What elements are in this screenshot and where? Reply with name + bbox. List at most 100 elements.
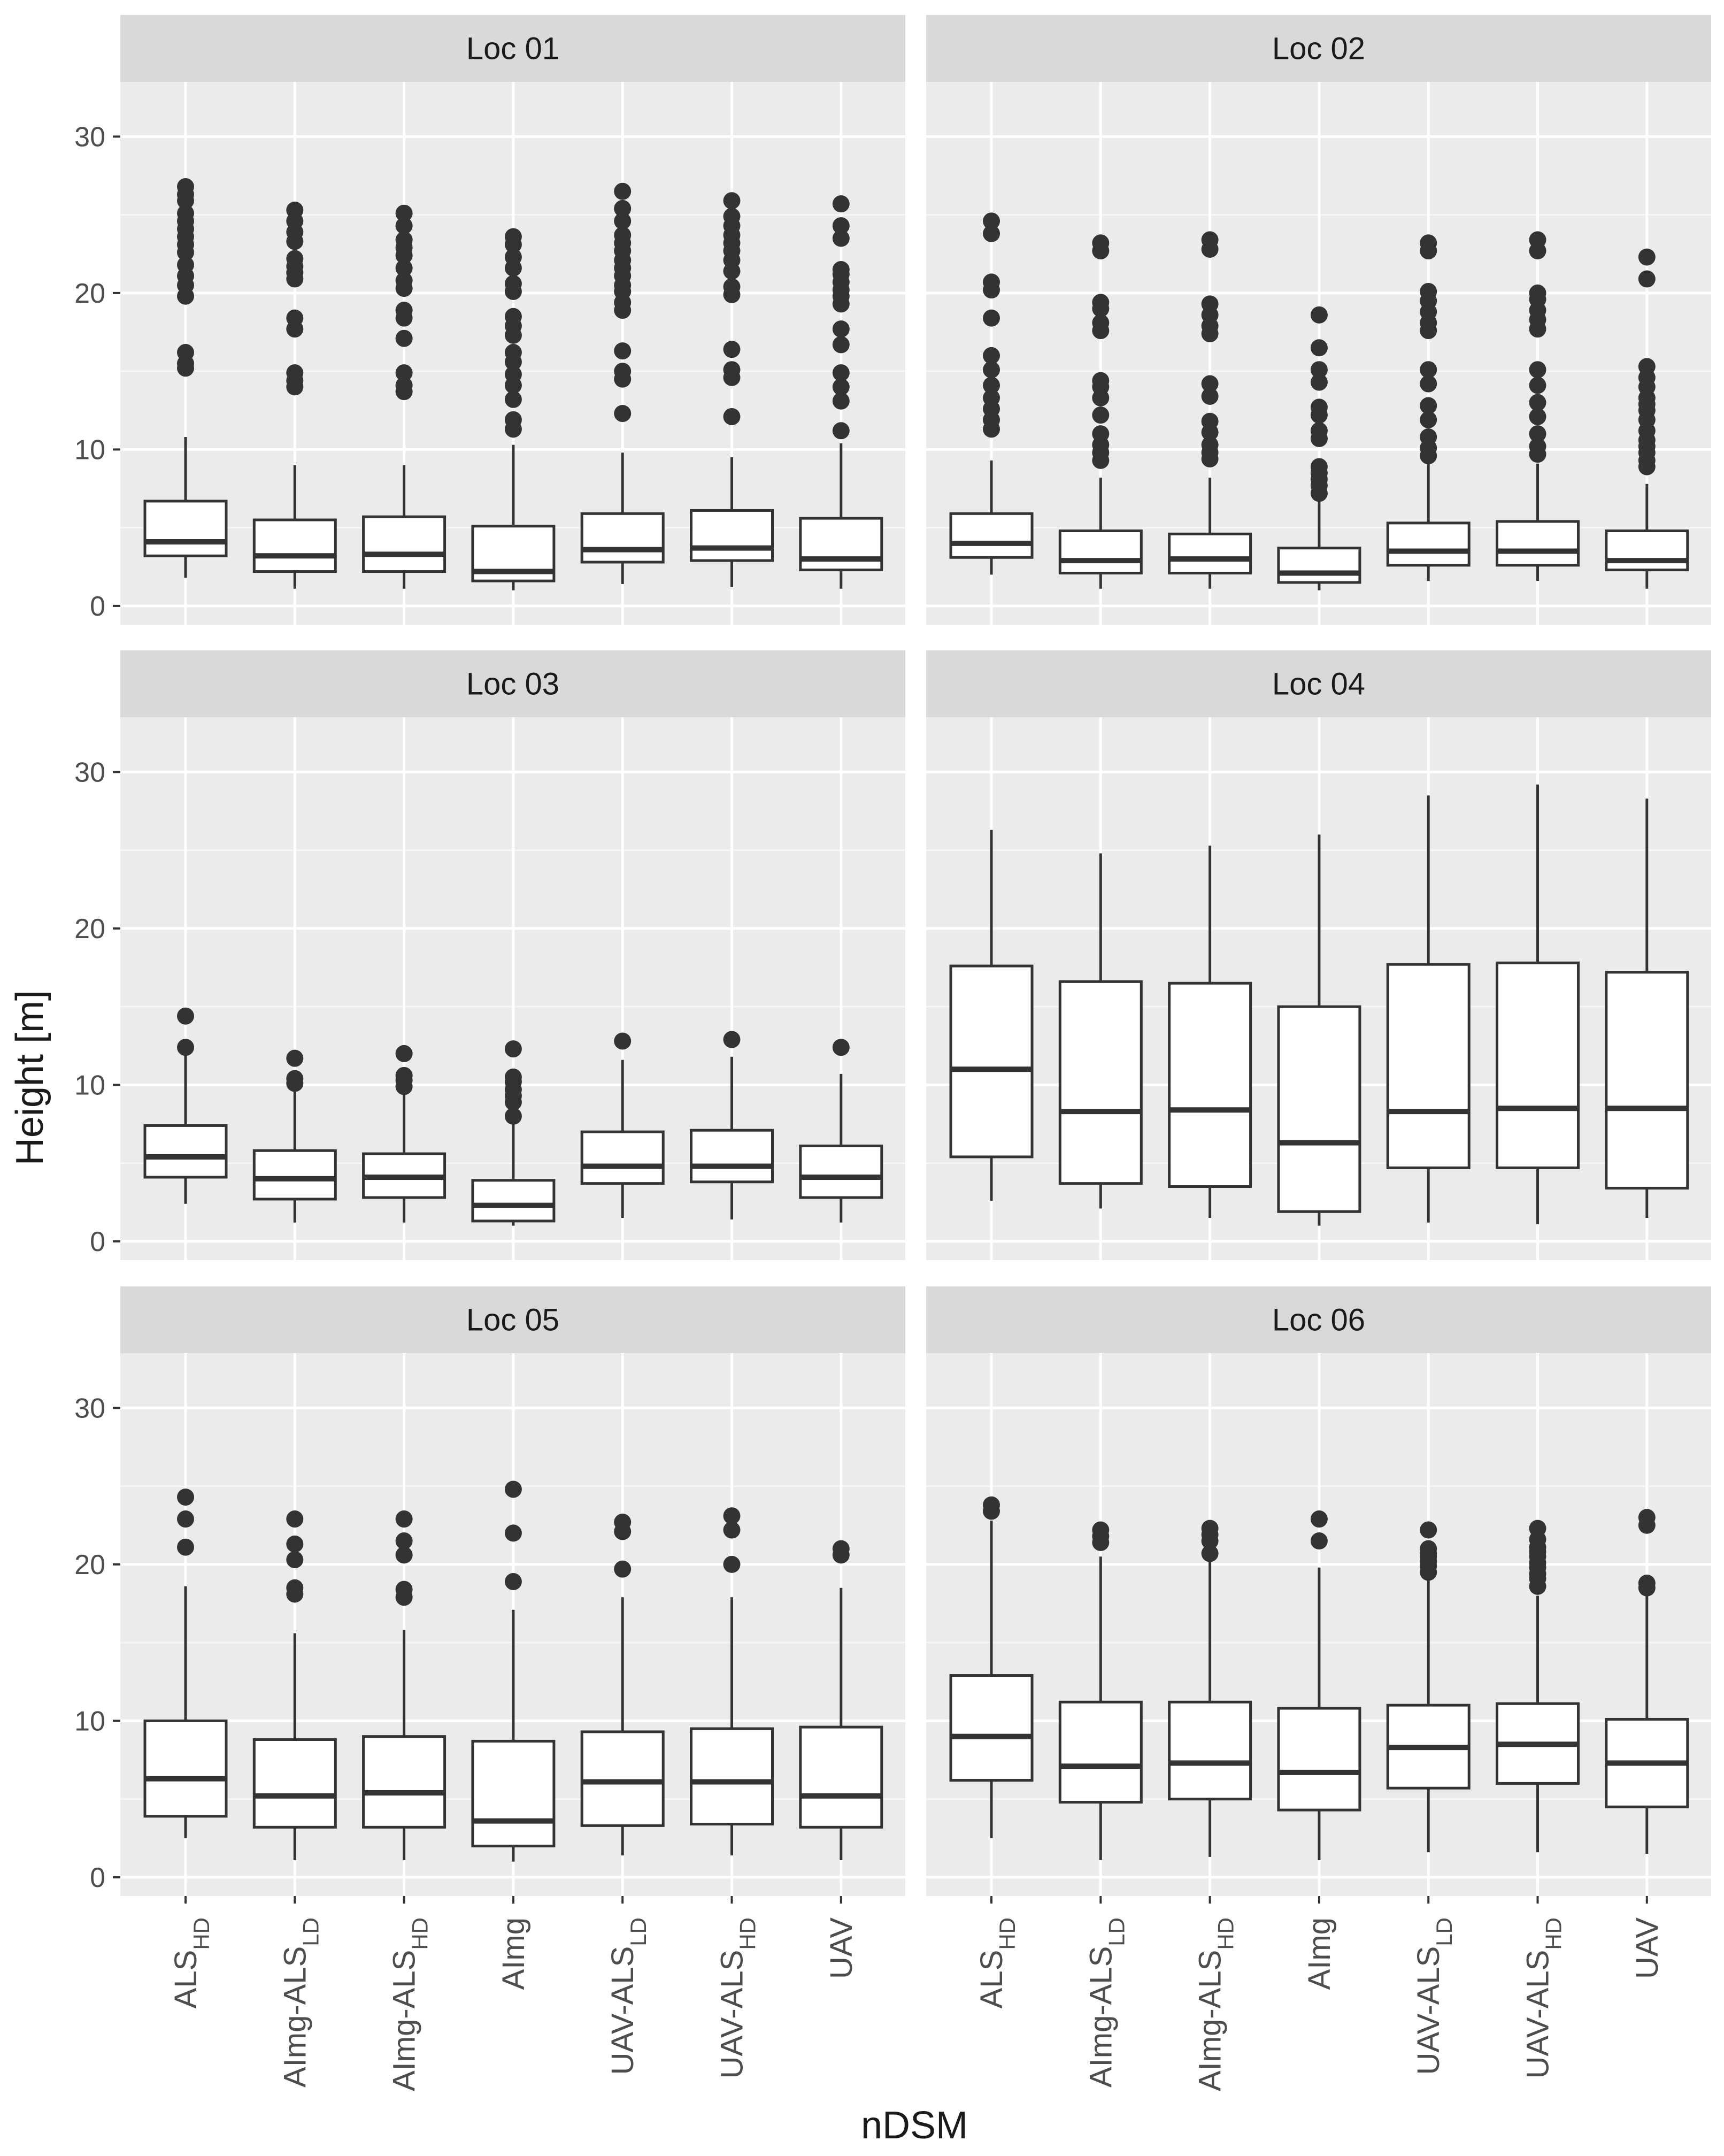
x-tick-label-subscript: HD — [995, 1917, 1020, 1950]
outlier-point — [395, 1510, 413, 1528]
outlier-point — [1310, 361, 1328, 379]
boxplot-aimg — [1277, 834, 1361, 1226]
outlier-point — [832, 392, 850, 410]
outlier-point — [1638, 358, 1656, 375]
facet-strip-label: Loc 06 — [1272, 1303, 1365, 1338]
outlier-point — [1638, 248, 1656, 266]
x-tick-label-base: UAV — [824, 1917, 859, 1979]
outlier-point — [395, 231, 413, 249]
boxplot-als-hd — [949, 830, 1034, 1201]
boxplot-uav-als-hd — [690, 1031, 774, 1219]
x-tick-label-base: AImg-ALS — [1083, 1946, 1118, 2088]
box-iqr — [1277, 1005, 1361, 1213]
x-tick-label-base: AImg — [496, 1917, 531, 1990]
outlier-point — [1092, 372, 1110, 389]
outlier-point — [1310, 306, 1328, 324]
outlier-point — [1420, 397, 1437, 415]
outlier-point — [1201, 387, 1219, 405]
outlier-point — [504, 365, 522, 383]
boxplot-als-hd — [143, 1489, 228, 1838]
outlier-point — [504, 344, 522, 362]
x-tick-label: UAV-ALSHD — [715, 1917, 760, 2078]
x-tick-label-base: AImg-ALS — [278, 1946, 312, 2088]
outlier-point — [1201, 231, 1219, 249]
x-tick-label: ALSHD — [168, 1917, 214, 2008]
outlier-point — [1529, 1520, 1546, 1537]
box-iqr — [143, 1719, 228, 1818]
outlier-point — [1201, 375, 1219, 393]
outlier-point — [504, 1068, 522, 1086]
boxplot-als-hd — [143, 1007, 228, 1204]
outlier-point — [286, 1579, 304, 1597]
facet-strip — [120, 15, 905, 82]
outlier-point — [1092, 294, 1110, 311]
box-iqr — [1058, 529, 1143, 574]
box-iqr — [1277, 1707, 1361, 1812]
outlier-point — [723, 1031, 741, 1048]
outlier-point — [832, 229, 850, 247]
x-tick-label: AImg-ALSLD — [278, 1917, 323, 2088]
y-tick-label: 0 — [90, 591, 105, 622]
outlier-point — [177, 1489, 194, 1506]
outlier-point — [832, 1039, 850, 1056]
outlier-point — [614, 405, 632, 423]
boxplot-uav-als-ld — [580, 182, 665, 584]
outlier-point — [286, 1535, 304, 1553]
boxplot-uav-als-hd — [690, 1507, 774, 1855]
outlier-point — [983, 389, 1000, 406]
outlier-point — [177, 256, 194, 274]
outlier-point — [983, 212, 1000, 230]
boxplot-uav-als-hd — [1496, 231, 1580, 581]
outlier-point — [1310, 1532, 1328, 1550]
outlier-point — [286, 309, 304, 327]
outlier-point — [1092, 1521, 1110, 1539]
boxplot-uav — [799, 1039, 883, 1223]
box-iqr — [143, 500, 228, 557]
facet-strip — [120, 1286, 905, 1353]
outlier-point — [395, 217, 413, 235]
x-tick-label-base: UAV — [1630, 1917, 1665, 1979]
box-iqr — [471, 1179, 556, 1223]
outlier-point — [614, 363, 632, 380]
x-tick-label: UAV-ALSHD — [1521, 1917, 1566, 2078]
boxplot-aimg — [471, 228, 556, 590]
outlier-point — [1310, 458, 1328, 475]
outlier-point — [504, 248, 522, 266]
outlier-point — [177, 1039, 194, 1056]
outlier-point — [177, 1510, 194, 1528]
x-tick-label-base: AImg-ALS — [387, 1950, 422, 2091]
boxplot-aimg — [1277, 306, 1361, 590]
outlier-point — [614, 200, 632, 217]
outlier-point — [504, 228, 522, 245]
boxplot-aimg-als-hd — [1168, 845, 1252, 1218]
x-tick-label: AImg-ALSHD — [1193, 1917, 1238, 2091]
boxplot-aimg-als-ld — [1058, 1521, 1143, 1860]
outlier-point — [614, 1560, 632, 1578]
boxplot-aimg-als-hd — [362, 1510, 447, 1860]
boxplot-uav — [799, 195, 883, 589]
x-tick-label-subscript: LD — [298, 1917, 323, 1946]
outlier-point — [177, 344, 194, 362]
boxplot-als-hd — [949, 212, 1034, 575]
boxplot-aimg — [471, 1480, 556, 1862]
boxplot-uav-als-ld — [1386, 234, 1471, 581]
outlier-point — [983, 377, 1000, 394]
box-iqr — [690, 1727, 774, 1825]
outlier-point — [832, 364, 850, 382]
boxplot-uav-als-hd — [1496, 1520, 1580, 1853]
outlier-point — [1310, 373, 1328, 391]
outlier-point — [832, 195, 850, 213]
outlier-point — [1529, 438, 1546, 455]
boxplot-aimg-als-ld — [1058, 853, 1143, 1209]
outlier-point — [723, 208, 741, 225]
outlier-point — [832, 217, 850, 235]
box-iqr — [1058, 1700, 1143, 1804]
outlier-point — [723, 278, 741, 296]
box-iqr — [690, 509, 774, 562]
box-iqr — [1277, 547, 1361, 584]
outlier-point — [1310, 398, 1328, 416]
boxplot-aimg-als-ld — [252, 201, 337, 589]
outlier-point — [983, 309, 1000, 327]
boxplot-uav — [799, 1540, 883, 1860]
